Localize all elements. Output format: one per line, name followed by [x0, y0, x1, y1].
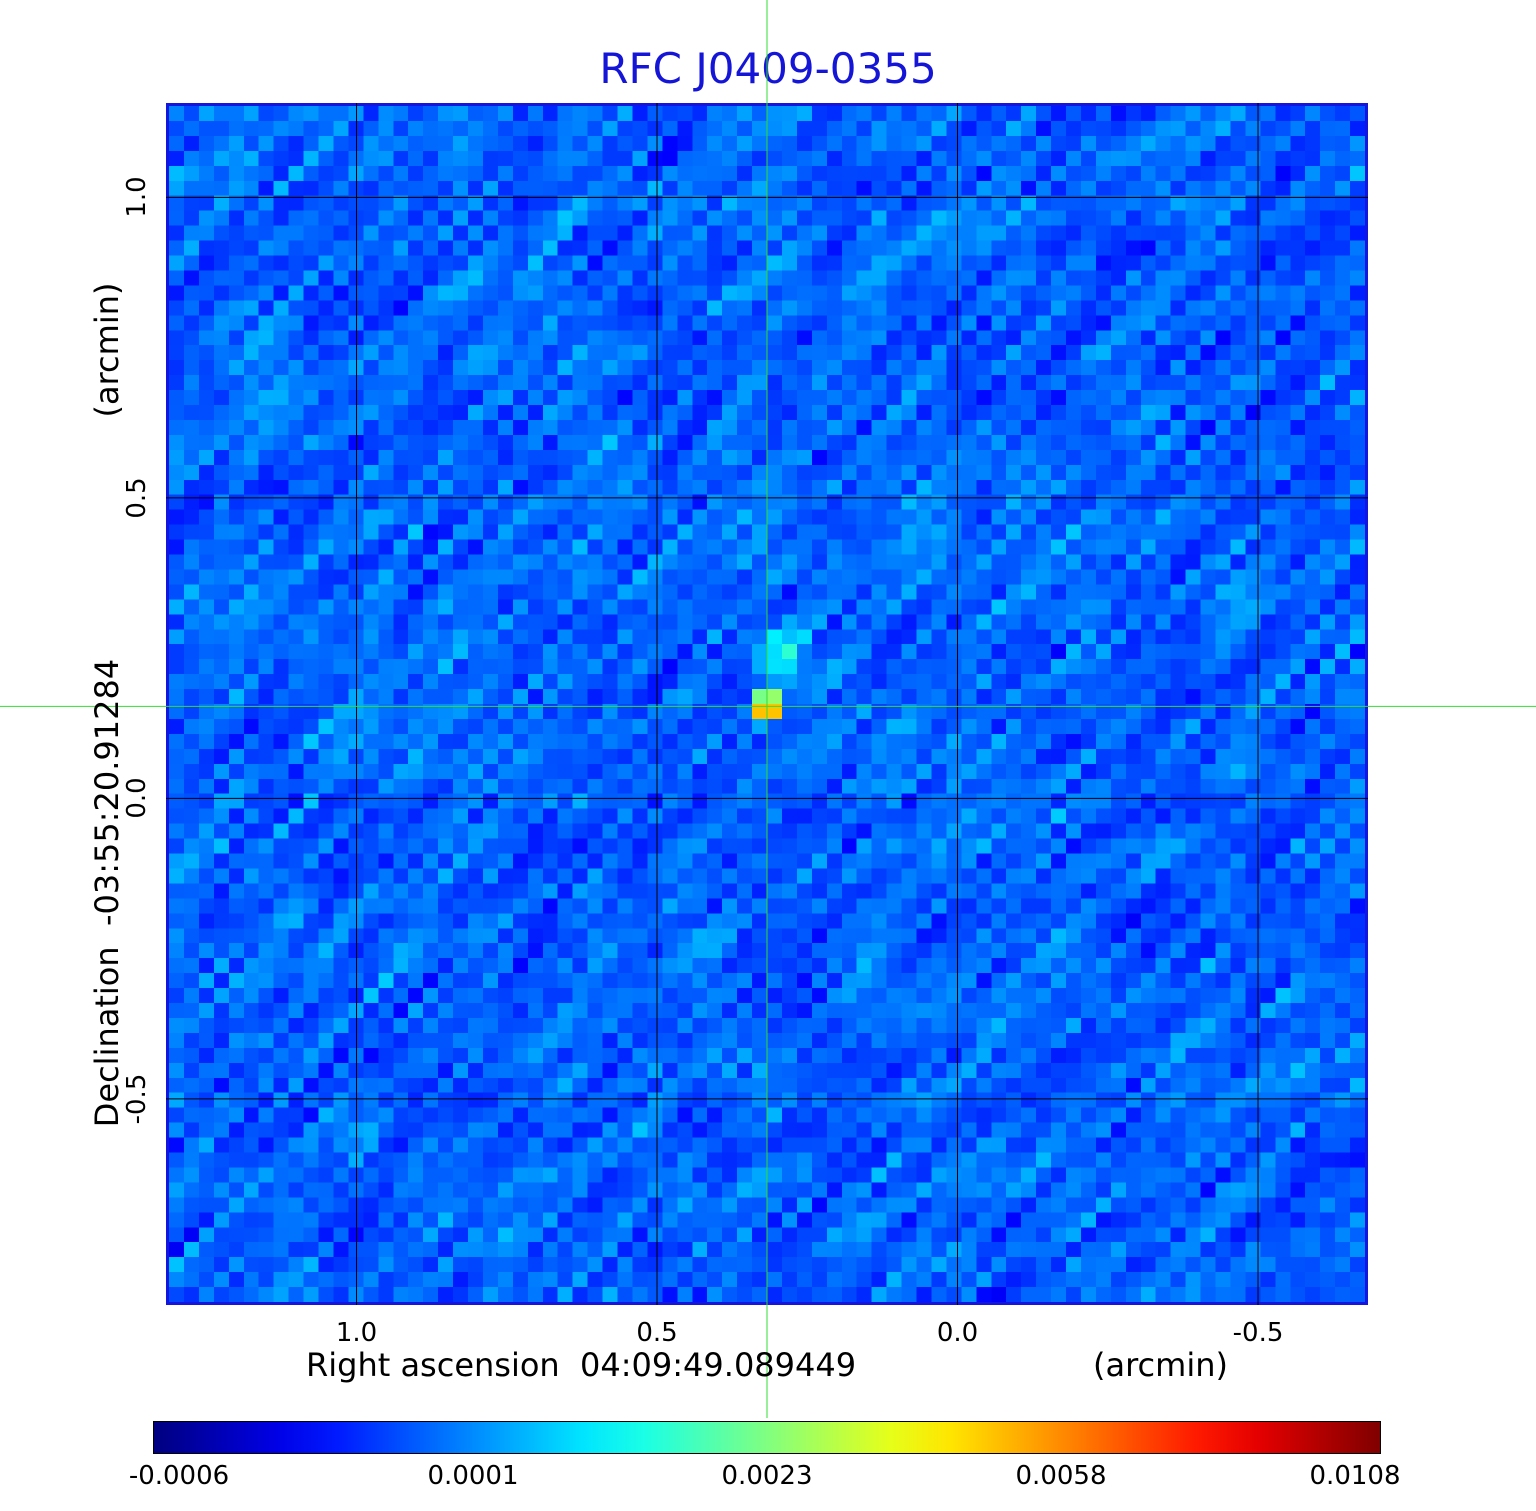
- x-axis-unit: (arcmin): [1093, 1346, 1228, 1384]
- x-axis-label: Right ascension 04:09:49.089449: [306, 1346, 857, 1384]
- x-tick-label: 0.0: [936, 1318, 979, 1348]
- colorbar-tick-label: 0.0058: [1015, 1461, 1107, 1491]
- y-axis-unit: (arcmin): [88, 282, 126, 418]
- colorbar-tick-label: 0.0023: [721, 1461, 813, 1491]
- y-axis-label: Declination -03:55:20.91284: [88, 658, 126, 1128]
- image-frame: [166, 103, 1368, 1305]
- x-tick-label: 1.0: [335, 1318, 378, 1348]
- intensity-map[interactable]: [169, 106, 1365, 1302]
- x-tick-label: 0.5: [636, 1318, 678, 1348]
- chart-title: RFC J0409-0355: [599, 44, 937, 93]
- y-tick-label: 1.0: [122, 176, 152, 219]
- colorbar-tick-label: -0.0006: [128, 1461, 230, 1491]
- colorbar-tick-label: 0.0001: [427, 1461, 519, 1491]
- colorbar-tick-label: 0.0108: [1309, 1461, 1401, 1491]
- x-tick-label: -0.5: [1232, 1318, 1284, 1348]
- colorbar: [153, 1421, 1381, 1454]
- y-tick-label: 0.0: [122, 777, 152, 820]
- y-tick-label: 0.5: [122, 477, 152, 519]
- y-tick-label: -0.5: [122, 1073, 152, 1125]
